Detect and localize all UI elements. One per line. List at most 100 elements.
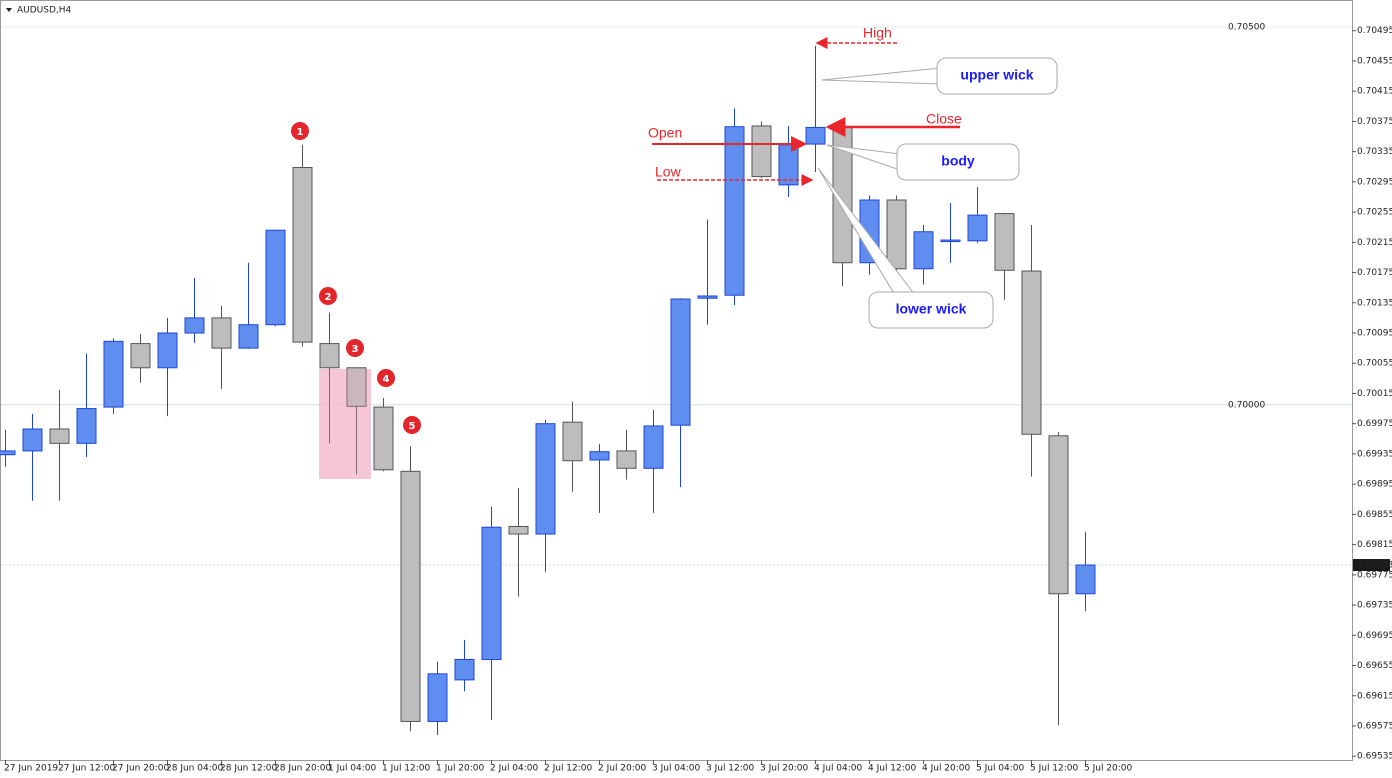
candle-body — [643, 425, 664, 469]
y-tick-label: 0.69775 — [1357, 570, 1392, 580]
candle-body — [238, 324, 259, 349]
x-tick-label: 27 Jun 12:00 — [58, 764, 115, 774]
y-tick-label: 0.69535 — [1357, 752, 1392, 762]
callout-text: upper wick — [960, 67, 1033, 83]
markers: 1 2 3 4 5 — [291, 122, 421, 434]
current-price-label: 0.69788 — [1356, 561, 1392, 571]
marker-label: 3 — [352, 344, 359, 355]
candle-body — [76, 408, 97, 444]
marker-circle — [403, 416, 421, 434]
callout-box — [868, 291, 994, 329]
chart-title: AUDUSD,H4 — [17, 6, 72, 16]
candle-body — [616, 450, 637, 469]
marker-label: 1 — [297, 127, 304, 138]
x-tick-label: 4 Jul 04:00 — [814, 764, 863, 774]
candle-body — [724, 126, 745, 296]
marker-circle — [346, 339, 364, 357]
highlight-overlay — [319, 369, 371, 479]
candle-body — [913, 231, 934, 270]
y-tick-label: 0.69935 — [1357, 449, 1392, 459]
y-tick-label: 0.70455 — [1357, 56, 1392, 66]
y-tick-label: 0.70055 — [1357, 359, 1392, 369]
y-tick-label: 0.69575 — [1357, 721, 1392, 731]
candle-body — [22, 428, 43, 452]
x-tick-label: 5 Jul 04:00 — [976, 764, 1025, 774]
y-tick-label: 0.70495 — [1357, 26, 1392, 36]
close-label: Close — [926, 111, 962, 127]
callout-box — [936, 57, 1058, 95]
x-tick-label: 3 Jul 12:00 — [706, 764, 755, 774]
candle-body — [805, 126, 826, 145]
marker-label: 4 — [383, 374, 390, 385]
candle-body — [292, 167, 313, 343]
candle-body — [1048, 435, 1069, 595]
level-label: 0.70500 — [1228, 22, 1265, 32]
candle-body — [454, 658, 475, 681]
x-tick-label: 27 Jun 2019 — [4, 764, 58, 774]
y-tick-label: 0.69855 — [1357, 510, 1392, 520]
open-label: Open — [648, 125, 682, 141]
menu-triangle — [6, 8, 12, 12]
candle-body — [589, 451, 610, 461]
candle-body — [400, 470, 421, 722]
candle-body — [211, 317, 232, 349]
y-tick-label: 0.69735 — [1357, 601, 1392, 611]
y-tick-label: 0.69695 — [1357, 631, 1392, 641]
y-tick-label: 0.70095 — [1357, 329, 1392, 339]
marker-circle — [291, 122, 309, 140]
x-tick-label: 2 Jul 12:00 — [544, 764, 593, 774]
candle-body — [940, 239, 961, 243]
candle-body — [670, 298, 691, 426]
candle-body — [130, 343, 151, 369]
y-axis-background — [1352, 0, 1392, 778]
marker-label: 2 — [325, 292, 332, 303]
y-tick-label: 0.70335 — [1357, 147, 1392, 157]
high-label: High — [863, 25, 892, 41]
x-tick-label: 2 Jul 20:00 — [598, 764, 647, 774]
candle-body — [373, 406, 394, 471]
x-tick-label: 3 Jul 04:00 — [652, 764, 701, 774]
y-tick-label: 0.70375 — [1357, 117, 1392, 127]
candle-body — [184, 317, 205, 334]
y-tick-label: 0.69655 — [1357, 661, 1392, 671]
current-price-box — [1353, 559, 1390, 572]
x-tick-label: 2 Jul 04:00 — [490, 764, 539, 774]
candle-body — [508, 525, 529, 535]
x-tick-label: 27 Jun 20:00 — [112, 764, 169, 774]
x-tick-label: 5 Jul 20:00 — [1084, 764, 1133, 774]
x-tick-label: 4 Jul 20:00 — [922, 764, 971, 774]
callout: body — [826, 143, 1020, 181]
level-label: 0.70000 — [1228, 400, 1265, 410]
candle-body — [1021, 270, 1042, 435]
candle-body — [751, 125, 772, 178]
x-tick-label: 1 Jul 04:00 — [328, 764, 377, 774]
y-tick-label: 0.69815 — [1357, 540, 1392, 550]
callout-text: body — [941, 153, 975, 169]
candle-body — [427, 673, 448, 722]
callout: lower wick — [817, 167, 994, 329]
y-tick-label: 0.70215 — [1357, 238, 1392, 248]
y-tick-label: 0.70255 — [1357, 208, 1392, 218]
y-tick-label: 0.69895 — [1357, 480, 1392, 490]
candle-body — [697, 295, 718, 299]
x-tick-label: 28 Jun 12:00 — [220, 764, 277, 774]
y-tick-label: 0.69975 — [1357, 419, 1392, 429]
candle-body — [157, 332, 178, 369]
candle-body — [49, 428, 70, 444]
callout-text: lower wick — [896, 301, 967, 317]
candle-body — [103, 340, 124, 408]
x-tick-label: 28 Jun 04:00 — [166, 764, 223, 774]
callout: upper wick — [821, 57, 1058, 95]
marker-label: 5 — [409, 421, 416, 432]
x-tick-label: 4 Jul 12:00 — [868, 764, 917, 774]
candle-body — [535, 423, 556, 535]
candle-body — [346, 367, 367, 407]
y-tick-label: 0.70175 — [1357, 268, 1392, 278]
y-tick-label: 0.70015 — [1357, 389, 1392, 399]
callout-box — [896, 143, 1020, 181]
candle-body — [481, 526, 502, 660]
y-tick-label: 0.69615 — [1357, 691, 1392, 701]
y-tick-label: 0.70295 — [1357, 177, 1392, 187]
